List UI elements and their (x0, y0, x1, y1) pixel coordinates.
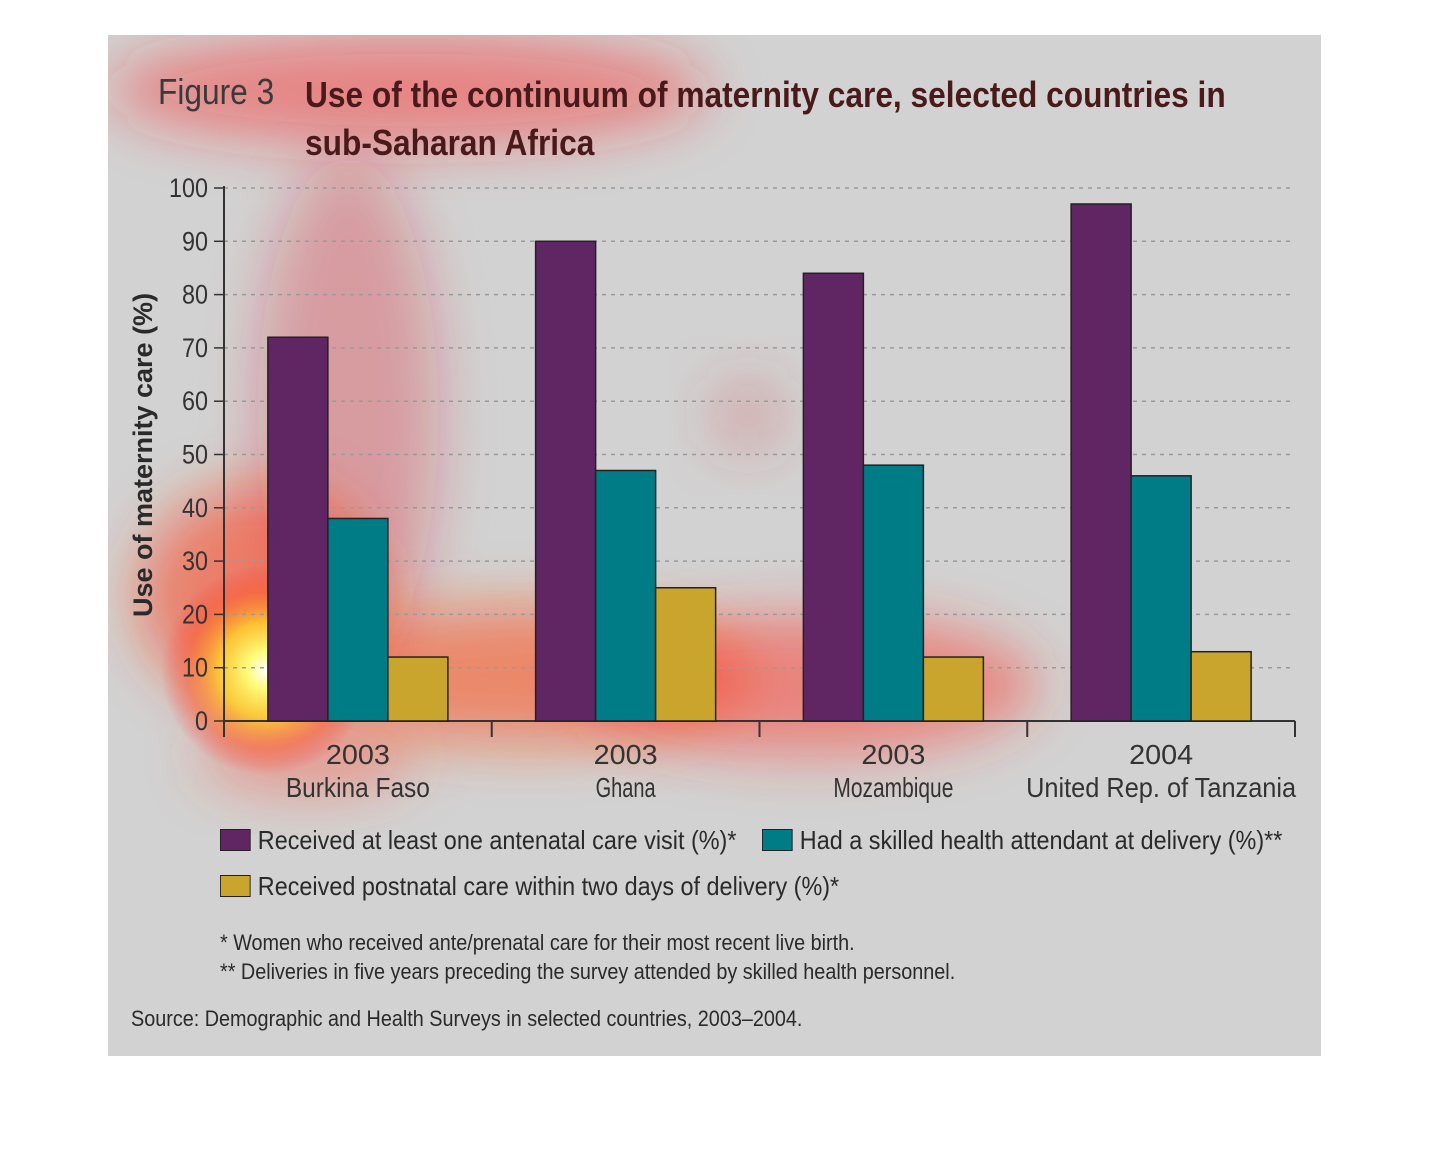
x-tick-year-0: 2003 (326, 739, 390, 770)
y-tick-label-20: 20 (182, 599, 208, 629)
legend-label-postnatal: Received postnatal care within two days … (257, 871, 840, 901)
heat-blob-0 (108, 35, 708, 145)
legend-swatch-skilled-attendant (762, 829, 793, 852)
footnote-1: * Women who received ante/prenatal care … (220, 930, 855, 955)
y-tick-label-90: 90 (182, 226, 208, 256)
bar-burkina-faso-series-2 (387, 656, 449, 722)
legend-label-antenatal: Received at least one antenatal care vis… (257, 825, 737, 855)
y-tick-label-40: 40 (182, 493, 208, 523)
bar-mozambique-series-0 (802, 272, 865, 722)
legend-swatch-antenatal (220, 829, 251, 852)
x-tick-year-1: 2003 (594, 739, 658, 770)
y-tick-label-30: 30 (182, 546, 208, 576)
x-tick-country-1: Ghana (596, 772, 656, 803)
x-tick-year-2: 2003 (861, 739, 925, 770)
x-tick-year-3: 2004 (1129, 739, 1193, 770)
figure-panel: Figure 3 Use of the continuum of materni… (108, 35, 1321, 1056)
y-axis-label: Use of maternity care (%) (128, 293, 158, 617)
y-tick-label-10: 10 (182, 653, 208, 683)
bar-united-rep-of-tanzania-series-0 (1070, 203, 1132, 722)
legend-item-postnatal: Received postnatal care within two days … (220, 871, 839, 902)
bar-united-rep-of-tanzania-series-1 (1130, 475, 1192, 722)
footnote-2: ** Deliveries in five years preceding th… (220, 959, 956, 984)
legend-item-skilled-attendant: Had a skilled health attendant at delive… (762, 825, 1282, 856)
footnotes: * Women who received ante/prenatal care … (220, 928, 955, 986)
y-tick-label-0: 0 (195, 706, 208, 736)
bar-mozambique-series-1 (862, 464, 925, 722)
x-tick-country-0: Burkina Faso (286, 772, 430, 803)
legend-swatch-postnatal (220, 875, 251, 898)
figure-label: Figure 3 (158, 71, 275, 112)
source-note: Source: Demographic and Health Surveys i… (131, 1006, 803, 1031)
x-tick-country-2: Mozambique (833, 772, 953, 803)
y-tick-label-100: 100 (169, 173, 208, 203)
x-tick-country-3: United Rep. of Tanzania (1026, 772, 1296, 803)
bar-ghana-series-2 (654, 587, 717, 722)
bar-ghana-series-0 (534, 240, 597, 722)
bar-chart: 0 10 20 30 40 50 60 70 80 90 100 Use of maternity c… (128, 173, 1297, 803)
bar-united-rep-of-tanzania-series-2 (1190, 650, 1252, 722)
y-tick-label-70: 70 (182, 333, 208, 363)
bar-burkina-faso-series-0 (267, 336, 329, 722)
heat-blob-6 (708, 375, 788, 455)
bar-ghana-series-1 (594, 469, 657, 722)
y-tick-label-60: 60 (182, 386, 208, 416)
bar-mozambique-series-2 (922, 656, 985, 722)
legend-item-antenatal: Received at least one antenatal care vis… (220, 825, 736, 856)
y-tick-label-50: 50 (182, 440, 208, 470)
bar-burkina-faso-series-1 (327, 517, 389, 722)
figure-title: Use of the continuum of maternity care, … (305, 74, 1226, 163)
y-tick-label-80: 80 (182, 280, 208, 310)
legend-label-skilled-attendant: Had a skilled health attendant at delive… (799, 825, 1283, 855)
